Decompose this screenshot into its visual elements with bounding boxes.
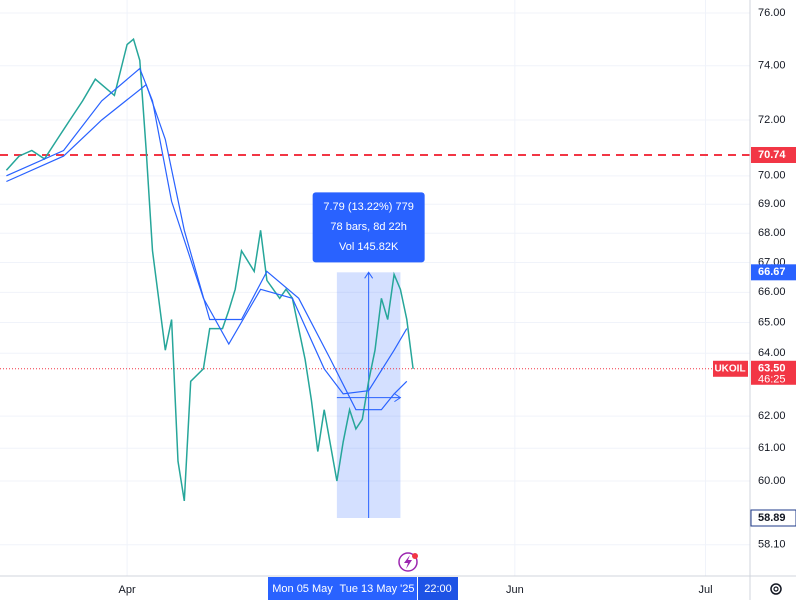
symbol-badge [713, 360, 748, 377]
y-tick-label: 60.00 [758, 475, 786, 487]
axes: 76.0074.0072.0070.0069.0068.0067.0066.00… [119, 7, 796, 600]
time-label-box [418, 577, 458, 600]
time-label-box [337, 577, 417, 600]
y-tick-label: 61.00 [758, 442, 786, 454]
x-tick-label: Apr [119, 584, 136, 596]
measure-text: 78 bars, 8d 22h [330, 221, 406, 233]
series-line [6, 67, 408, 395]
y-tick-label: 58.10 [758, 539, 786, 551]
y-tick-label: 64.00 [758, 347, 786, 359]
y-tick-label: 74.00 [758, 60, 786, 72]
time-label-box [268, 577, 337, 600]
y-tick-label: 72.00 [758, 114, 786, 126]
plot: 7.79 (13.22%) 779 78 bars, 8d 22h Vol 145.… [0, 37, 750, 519]
y-tick-label: 76.00 [758, 7, 786, 19]
y-tick-label: 66.00 [758, 286, 786, 298]
measure-arrow [336, 393, 402, 403]
measure-arrow [364, 271, 374, 519]
y-tick-label: 70.00 [758, 170, 786, 182]
x-tick-label: Jul [698, 584, 712, 596]
measure-high-badge-label: 66.67 [758, 266, 786, 278]
level-badge-label: 70.74 [758, 149, 786, 161]
y-tick-label: 65.00 [758, 316, 786, 328]
time-label: Tue 13 May '25 [339, 583, 414, 595]
measure-text: Vol 145.82K [339, 241, 399, 253]
settings-icon[interactable] [770, 583, 782, 595]
level-badge [751, 146, 796, 163]
measure-high-badge [751, 264, 796, 281]
measure-low-badge [750, 509, 796, 527]
alert-icon[interactable] [398, 552, 418, 572]
last-price-label: 63.50 [758, 363, 786, 375]
last-price-badge [751, 360, 796, 385]
y-tick-label: 68.00 [758, 227, 786, 239]
x-tick-label: Jun [506, 584, 524, 596]
price-axis [750, 0, 796, 600]
measure-tooltip [312, 192, 425, 263]
measure-low-badge-label: 58.89 [758, 512, 786, 524]
countdown-label: 46:25 [758, 374, 786, 386]
y-tick-label: 69.00 [758, 198, 786, 210]
time-label: 22:00 [424, 583, 452, 595]
time-label: Mon 05 May [272, 583, 333, 595]
y-tick-label: 62.00 [758, 410, 786, 422]
symbol-label: UKOIL [714, 363, 745, 374]
series-line [6, 83, 408, 411]
measure-text: 7.79 (13.22%) 779 [323, 201, 414, 213]
